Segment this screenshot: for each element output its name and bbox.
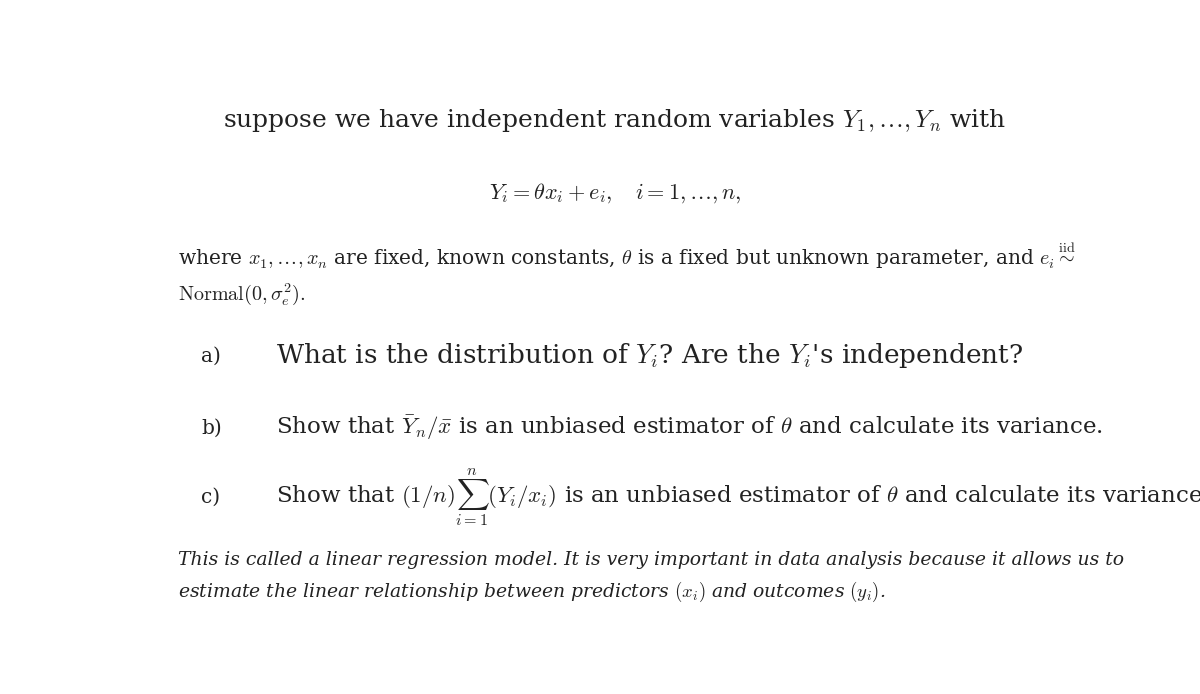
Text: estimate the linear relationship between predictors $(x_i)$ and outcomes $(y_i)$: estimate the linear relationship between…: [178, 580, 886, 604]
Text: where $x_1,\ldots,x_n$ are fixed, known constants, $\theta$ is a fixed but unkno: where $x_1,\ldots,x_n$ are fixed, known …: [178, 242, 1076, 271]
Text: suppose we have independent random variables $Y_1,\ldots,Y_n$ with: suppose we have independent random varia…: [223, 107, 1007, 134]
Text: Show that $(1/n)\sum_{i=1}^{n}(Y_i/x_i)$ is an unbiased estimator of $\theta$ an: Show that $(1/n)\sum_{i=1}^{n}(Y_i/x_i)$…: [276, 466, 1200, 528]
Text: $\mathrm{Normal}(0, \sigma_e^2).$: $\mathrm{Normal}(0, \sigma_e^2).$: [178, 281, 306, 307]
Text: $Y_i = \theta x_i + e_i, \quad i = 1,\ldots,n,$: $Y_i = \theta x_i + e_i, \quad i = 1,\ld…: [488, 181, 742, 205]
Text: a): a): [202, 346, 221, 365]
Text: Show that $\bar{Y}_n/\bar{x}$ is an unbiased estimator of $\theta$ and calculate: Show that $\bar{Y}_n/\bar{x}$ is an unbi…: [276, 414, 1103, 442]
Text: c): c): [202, 488, 221, 507]
Text: What is the distribution of $Y_i$? Are the $Y_i$'s independent?: What is the distribution of $Y_i$? Are t…: [276, 341, 1022, 371]
Text: b): b): [202, 418, 222, 437]
Text: This is called a linear regression model. It is very important in data analysis : This is called a linear regression model…: [178, 551, 1124, 569]
